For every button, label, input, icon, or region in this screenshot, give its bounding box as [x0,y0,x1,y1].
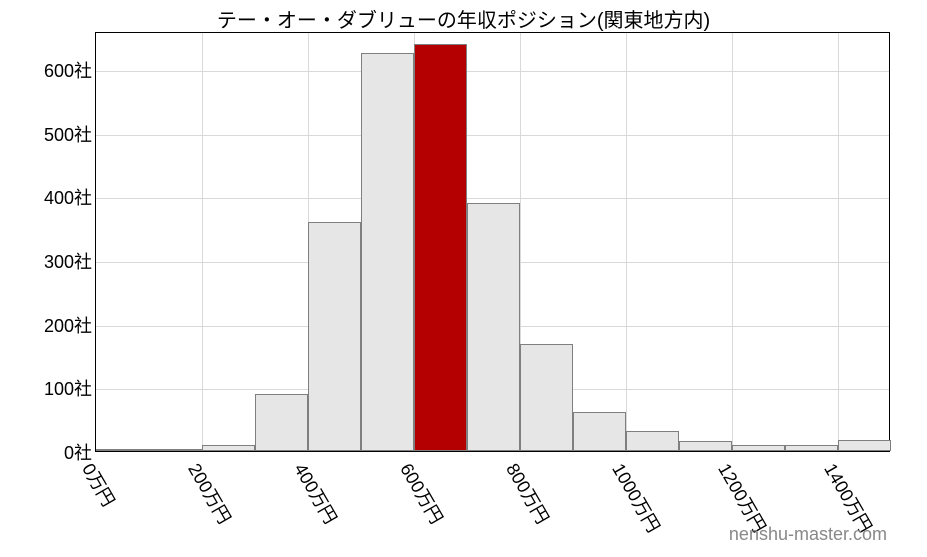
bar-highlight [414,44,467,451]
bar [573,412,626,451]
y-tick-label: 200社 [44,312,92,338]
plot-area [95,32,890,452]
x-tick-label: 800万円 [500,458,556,528]
bar [679,441,732,451]
y-tick-label: 300社 [44,248,92,274]
bar [467,203,520,451]
y-tick-label: 400社 [44,184,92,210]
x-tick-label: 200万円 [182,458,238,528]
salary-histogram-chart: テー・オー・ダブリューの年収ポジション(関東地方内) 0社 100社 200社 300… [0,0,927,557]
bar [149,449,202,451]
x-tick-label: 400万円 [288,458,344,528]
bar [308,222,361,451]
bar [202,445,255,451]
y-tick-label: 0社 [64,439,92,465]
bar [732,445,785,451]
x-tick-label: 0万円 [76,458,122,511]
y-tick-label: 100社 [44,375,92,401]
bar [361,53,414,451]
watermark-text: nenshu-master.com [729,524,887,545]
bar [96,449,149,451]
bar [785,445,838,451]
y-tick-label: 600社 [44,57,92,83]
x-tick-label: 600万円 [394,458,450,528]
bars-group [96,33,889,451]
bar [838,440,891,451]
bar [626,431,679,451]
bar [520,344,573,451]
x-tick-label: 1000万円 [606,458,667,537]
bar [255,394,308,451]
chart-title: テー・オー・ダブリューの年収ポジション(関東地方内) [0,4,927,33]
y-tick-label: 500社 [44,121,92,147]
